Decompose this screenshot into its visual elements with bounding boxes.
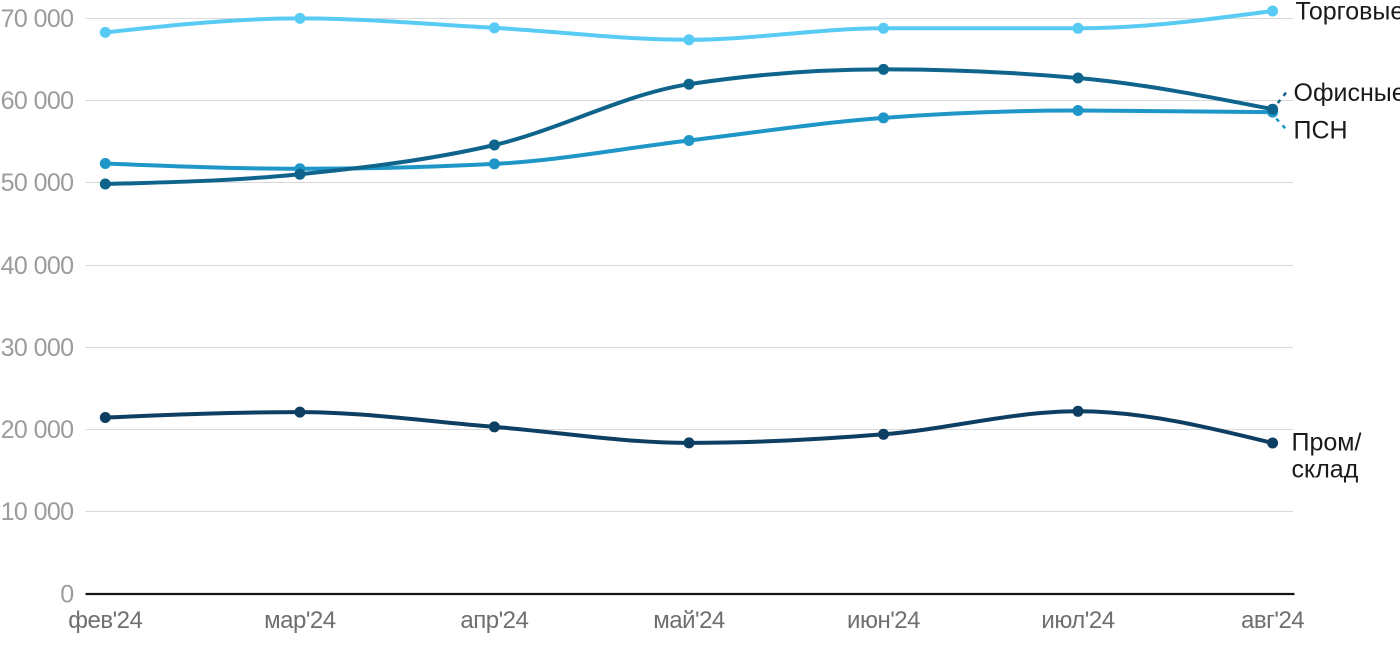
svg-text:июл'24: июл'24 <box>1041 607 1114 634</box>
svg-text:10 000: 10 000 <box>1 498 74 526</box>
svg-text:фев'24: фев'24 <box>68 607 142 634</box>
svg-text:июн'24: июн'24 <box>847 607 920 634</box>
svg-text:0: 0 <box>60 581 73 609</box>
svg-text:50 000: 50 000 <box>1 169 74 197</box>
svg-text:70 000: 70 000 <box>1 5 74 33</box>
svg-text:60 000: 60 000 <box>1 87 74 115</box>
svg-text:мар'24: мар'24 <box>264 607 336 634</box>
svg-text:апр'24: апр'24 <box>460 607 528 634</box>
svg-text:Пром/: Пром/ <box>1292 429 1362 457</box>
svg-text:май'24: май'24 <box>653 607 725 634</box>
svg-text:30 000: 30 000 <box>1 334 74 362</box>
svg-text:склад: склад <box>1292 456 1359 484</box>
svg-text:Офисные: Офисные <box>1294 79 1400 107</box>
svg-text:20 000: 20 000 <box>1 416 74 444</box>
svg-text:авг'24: авг'24 <box>1241 607 1304 634</box>
svg-text:40 000: 40 000 <box>1 252 74 280</box>
svg-text:Торговые: Торговые <box>1296 0 1400 26</box>
svg-text:ПСН: ПСН <box>1294 117 1348 145</box>
